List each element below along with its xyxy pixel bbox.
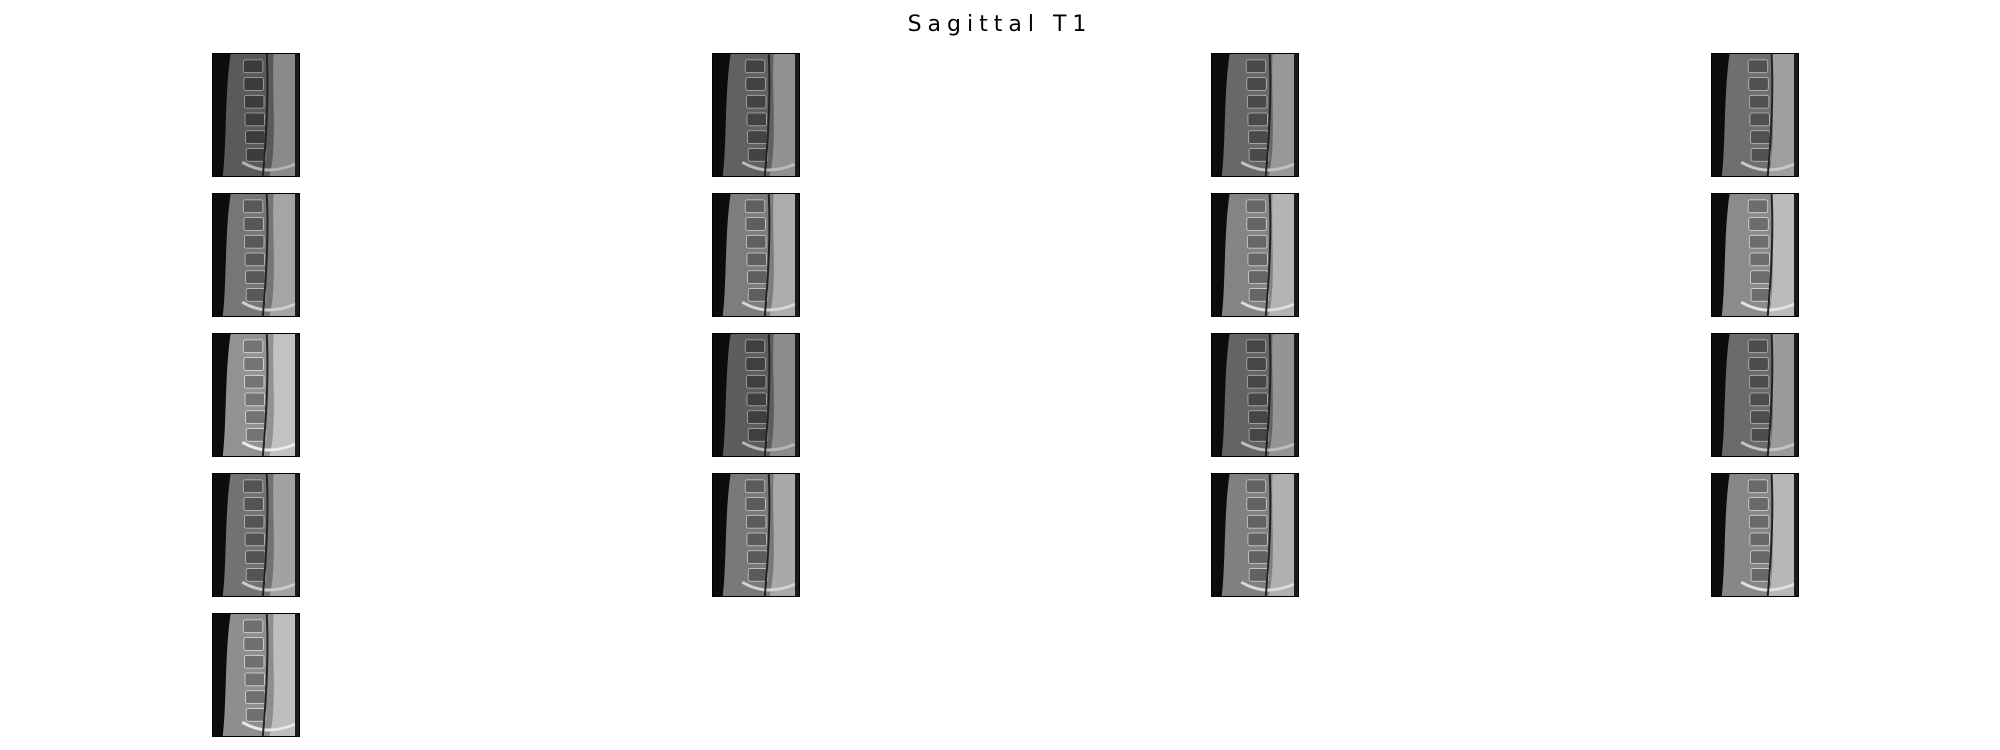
mri-slice-9 (212, 333, 300, 457)
mri-slice-6 (712, 193, 800, 317)
figure-title: Sagittal T1 (907, 12, 1093, 37)
mri-slice-10 (712, 333, 800, 457)
mri-slice-14 (712, 473, 800, 597)
mri-slice-17 (212, 613, 300, 737)
mri-slice-4 (1711, 53, 1799, 177)
mri-slice-16 (1711, 473, 1799, 597)
mri-slice-13 (212, 473, 300, 597)
mri-slice-3 (1211, 53, 1299, 177)
mri-slice-1 (212, 53, 300, 177)
mri-slice-8 (1711, 193, 1799, 317)
mri-slice-7 (1211, 193, 1299, 317)
mri-slice-15 (1211, 473, 1299, 597)
mri-slice-5 (212, 193, 300, 317)
mri-slice-11 (1211, 333, 1299, 457)
mri-slice-12 (1711, 333, 1799, 457)
mri-slice-2 (712, 53, 800, 177)
